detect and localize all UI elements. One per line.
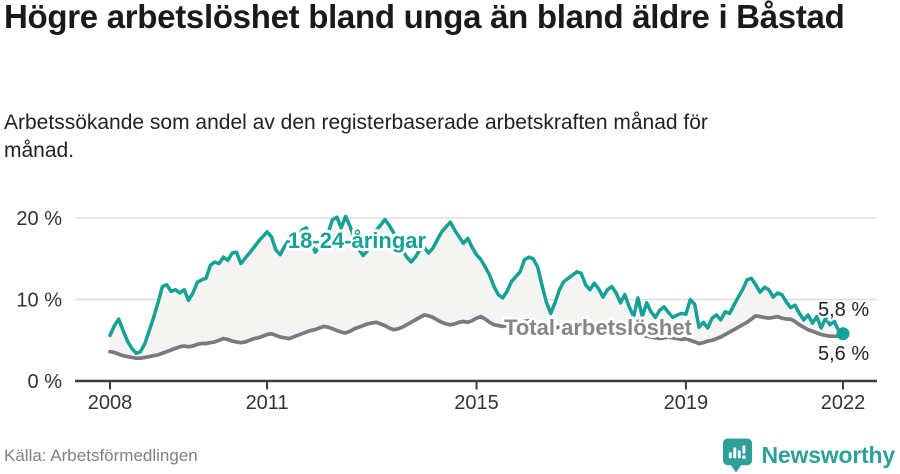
y-tick-label: 10 %: [16, 290, 62, 312]
y-tick-label: 20 %: [16, 208, 62, 230]
series-end-dot: [836, 327, 850, 341]
series-line-total: [108, 313, 845, 361]
x-tick-label: 2022: [821, 392, 866, 414]
chart-title: Högre arbetslöshet bland unga än bland ä…: [4, 0, 845, 35]
end-value-label-total: 5,6 %: [818, 343, 869, 365]
newsworthy-logo-icon: [722, 438, 752, 473]
x-tick-label: 2011: [246, 392, 289, 414]
brand-name: Newsworthy: [761, 442, 896, 468]
chart-subtitle: Arbetssökande som andel av den registerb…: [4, 111, 708, 162]
y-tick-label: 0 %: [28, 371, 63, 393]
series-line-youth: [108, 214, 845, 356]
between-series-fill: [110, 216, 843, 359]
newsworthy-brand-link[interactable]: Newsworthy: [722, 438, 895, 473]
line-chart: 2008 2011 2015 2019 2022 0 % 10 % 20 % 18-24-åri…: [16, 208, 877, 414]
series-label-youth: 18-24-åringar: [288, 228, 427, 253]
source-note: Källa: Arbetsförmedlingen: [4, 446, 198, 465]
end-value-label-youth: 5,8 %: [818, 299, 869, 321]
series-label-total: Total arbetslöshet: [504, 315, 693, 340]
x-tick-label: 2015: [454, 392, 499, 414]
x-tick-label: 2019: [664, 392, 709, 414]
x-tick-label: 2008: [88, 392, 133, 414]
